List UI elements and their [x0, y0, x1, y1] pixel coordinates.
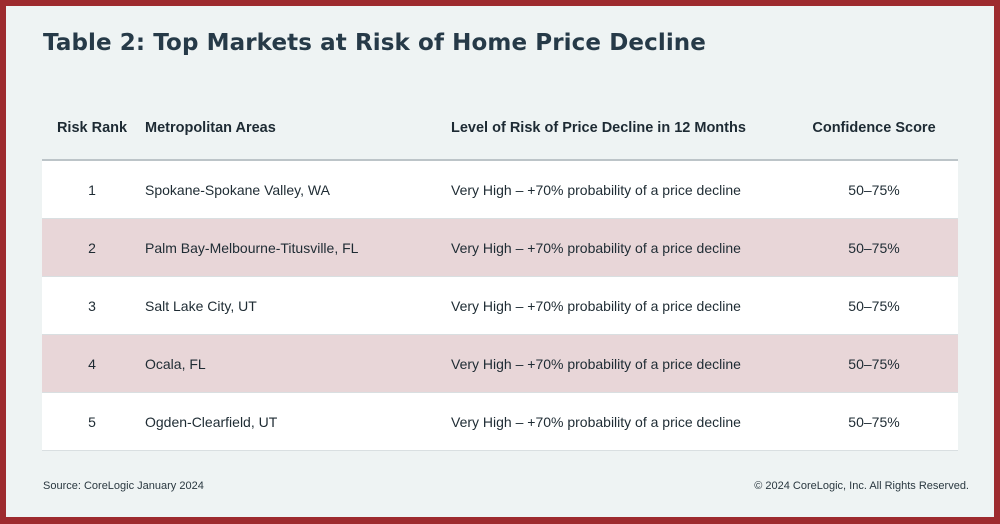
metro-cell: Ogden-Clearfield, UT: [145, 413, 278, 430]
confidence-cell: 50–75%: [848, 413, 900, 430]
metro-cell: Palm Bay-Melbourne-Titusville, FL: [145, 239, 359, 256]
rank-cell: 5: [88, 413, 96, 430]
table-header-row: Risk Rank Metropolitan Areas Level of Ri…: [42, 96, 958, 161]
source-note: Source: CoreLogic January 2024: [43, 480, 204, 492]
header-confidence-score: Confidence Score: [812, 119, 936, 136]
confidence-cell: 50–75%: [848, 355, 900, 372]
table-title: Table 2: Top Markets at Risk of Home Pri…: [43, 30, 706, 56]
copyright-note: © 2024 CoreLogic, Inc. All Rights Reserv…: [754, 480, 969, 492]
risk-level-cell: Very High – +70% probability of a price …: [451, 239, 741, 256]
header-risk-level: Level of Risk of Price Decline in 12 Mon…: [451, 119, 746, 136]
header-metropolitan-areas: Metropolitan Areas: [145, 119, 276, 136]
table-row: 3 Salt Lake City, UT Very High – +70% pr…: [42, 277, 958, 335]
risk-level-cell: Very High – +70% probability of a price …: [451, 413, 741, 430]
confidence-cell: 50–75%: [848, 297, 900, 314]
table-row: 2 Palm Bay-Melbourne-Titusville, FL Very…: [42, 219, 958, 277]
risk-level-cell: Very High – +70% probability of a price …: [451, 297, 741, 314]
header-risk-rank: Risk Rank: [56, 119, 128, 136]
rank-cell: 3: [88, 297, 96, 314]
risk-level-cell: Very High – +70% probability of a price …: [451, 355, 741, 372]
metro-cell: Salt Lake City, UT: [145, 297, 257, 314]
rank-cell: 1: [88, 181, 96, 198]
risk-level-cell: Very High – +70% probability of a price …: [451, 181, 741, 198]
confidence-cell: 50–75%: [848, 239, 900, 256]
rank-cell: 4: [88, 355, 96, 372]
metro-cell: Spokane-Spokane Valley, WA: [145, 181, 330, 198]
risk-table: Risk Rank Metropolitan Areas Level of Ri…: [42, 96, 958, 451]
rank-cell: 2: [88, 239, 96, 256]
table-row: 4 Ocala, FL Very High – +70% probability…: [42, 335, 958, 393]
confidence-cell: 50–75%: [848, 181, 900, 198]
table-row: 1 Spokane-Spokane Valley, WA Very High –…: [42, 161, 958, 219]
table-panel: Table 2: Top Markets at Risk of Home Pri…: [6, 6, 994, 517]
metro-cell: Ocala, FL: [145, 355, 206, 372]
table-row: 5 Ogden-Clearfield, UT Very High – +70% …: [42, 393, 958, 451]
